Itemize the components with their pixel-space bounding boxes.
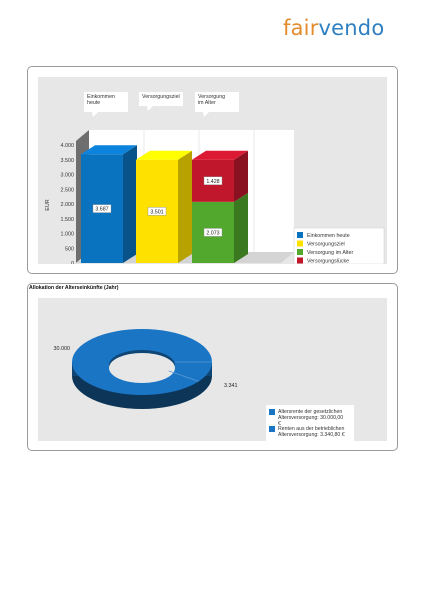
data-label-box (203, 176, 223, 185)
legend-label: Altersrente der gesetzlichen (278, 409, 342, 415)
column-callout-pointer (92, 112, 98, 117)
legend-box (266, 405, 354, 441)
data-label-box (203, 228, 223, 237)
legend-swatch (269, 426, 275, 432)
legend-label: Versorgung im Alter (307, 250, 353, 256)
data-label: 3.501 (150, 209, 163, 215)
column-label: Versorgungsziel (142, 94, 180, 100)
y-tick-label: 0 (71, 261, 74, 264)
y-tick-label: 1.000 (61, 232, 75, 238)
data-label: 3.687 (95, 207, 108, 213)
column-label: im Alter (198, 100, 216, 106)
logo-part1: fair (283, 16, 319, 40)
bar-chart-area: 0 500 1.000 1.500 2.000 2.500 3.000 3.500 4.000 E… (38, 77, 387, 267)
data-label-box (147, 207, 167, 216)
legend-swatch (297, 249, 303, 255)
legend-label: Versorgungsziel (307, 242, 345, 248)
bar-segment-top (192, 150, 248, 160)
legend-label: € (278, 421, 281, 427)
legend-label: Altersversorgung: 30.000,00 (278, 415, 343, 421)
bar-chart-panel: 0 500 1.000 1.500 2.000 2.500 3.000 3.500 4.000 E… (27, 66, 398, 274)
column-callout-pointer (203, 112, 209, 117)
donut-chart-panel: Allokation der Alterseinkünfte (Jahr) 30… (27, 283, 398, 451)
slice-label: 3.341 (224, 383, 238, 389)
logo-part2: vendo (318, 16, 385, 40)
column-callout-pointer (147, 106, 153, 111)
legend-label: Versorgungslücke (307, 259, 349, 265)
legend-swatch (269, 409, 275, 415)
y-tick-label: 2.000 (61, 202, 75, 208)
data-label: 1.428 (206, 179, 219, 185)
y-tick-label: 3.500 (61, 158, 75, 164)
data-label: 2.073 (206, 230, 219, 236)
legend-swatch (297, 257, 303, 264)
column-callout-box (195, 92, 239, 112)
data-label-box (92, 204, 112, 213)
bar-segment-top (136, 150, 192, 160)
column-callout-box (139, 92, 183, 106)
bar-segment-side (234, 192, 248, 263)
bar-segment-top (81, 145, 137, 155)
legend-swatch (297, 240, 303, 247)
y-tick-label: 3.000 (61, 173, 75, 179)
bar-chart: 0 500 1.000 1.500 2.000 2.500 3.000 3.500 4.000 E… (45, 92, 385, 267)
column-label: heute (87, 100, 100, 106)
column-label: Einkommen (87, 94, 115, 100)
y-tick-label: 500 (65, 246, 74, 252)
y-tick-label: 2.500 (61, 187, 75, 193)
bar-segment-side (178, 150, 192, 263)
donut-chart-title: Allokation der Alterseinkünfte (Jahr) (29, 285, 119, 291)
y-tick-label: 1.500 (61, 217, 75, 223)
bar-segment-side (234, 150, 248, 202)
donut-hole (109, 353, 175, 383)
column-label: Versorgung (198, 94, 225, 100)
legend-swatch (297, 232, 303, 238)
column-callout-box (84, 92, 128, 112)
fairvendo-logo: fairvendo (283, 16, 384, 40)
y-axis-label: EUR (45, 199, 51, 210)
legend-label: Renten aus der betrieblichen (278, 426, 344, 432)
donut-chart-area: 30.000 3.341 Altersrente der gesetzlichen A… (38, 298, 387, 441)
slice-divider (168, 370, 199, 382)
legend-box (293, 227, 385, 265)
legend-label: Altersversorgung: 3.340,80 € (278, 432, 345, 438)
slice-label: 30.000 (54, 346, 71, 352)
y-tick-label: 4.000 (61, 143, 75, 149)
legend-label: Einkommen heute (307, 233, 350, 239)
bar-segment-side (123, 145, 137, 263)
